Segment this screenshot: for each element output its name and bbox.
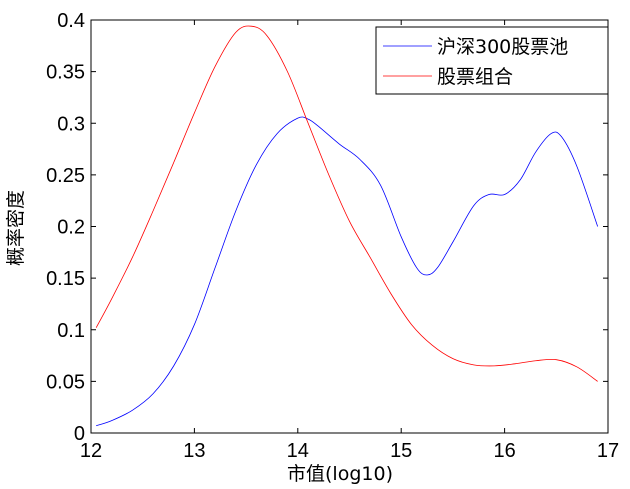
x-tick-label: 17 [597,440,619,462]
y-tick-label: 0.35 [46,62,85,84]
y-tick-label: 0 [74,423,85,445]
y-tick-label: 0.25 [46,165,85,187]
curves-group [95,25,599,427]
x-axis-label: 市值(log10) [287,463,393,485]
series-line-1 [95,25,598,382]
x-tick-label: 12 [80,440,102,462]
x-tick-label: 16 [493,440,515,462]
y-tick-label: 0.3 [57,113,85,135]
y-tick-label: 0.1 [57,320,85,342]
x-tick-label: 15 [390,440,412,462]
tick-labels-group: 12 13 14 15 16 17 0 0.05 0.1 0.15 0.2 0.25 0.3 0.35 0.… [46,10,619,462]
y-tick-label: 0.05 [46,371,85,393]
x-tick-label: 14 [287,440,309,462]
legend-label-portfolio: 股票组合 [437,66,513,88]
y-tick-label: 0.15 [46,268,85,290]
legend: 沪深300股票池 股票组合 [375,26,609,95]
y-tick-label: 0.2 [57,217,85,239]
legend-label-hs300: 沪深300股票池 [437,36,568,58]
y-axis-label: 概率密度 [5,190,27,266]
y-tick-label: 0.4 [57,10,85,32]
legend-box [375,26,609,95]
series-line-0 [96,116,599,427]
ticks-group [90,19,609,434]
x-tick-label: 13 [183,440,205,462]
